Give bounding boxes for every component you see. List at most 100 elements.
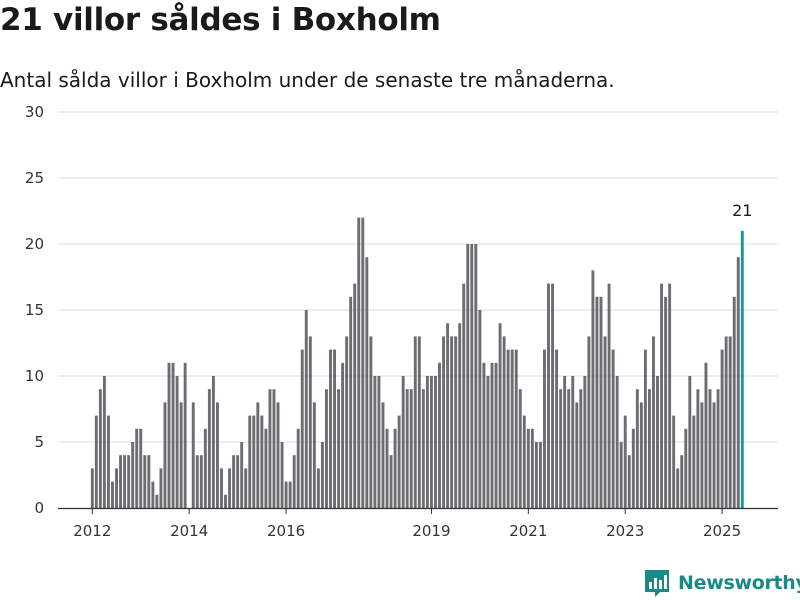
y-tick-label: 30 <box>25 103 44 121</box>
bar <box>700 402 704 508</box>
bar <box>316 468 320 508</box>
bar <box>159 468 163 508</box>
bar <box>345 336 349 508</box>
bar <box>389 455 393 508</box>
bar <box>591 270 595 508</box>
bar <box>647 389 651 508</box>
bar <box>312 402 316 508</box>
bar <box>724 336 728 508</box>
bar <box>111 481 114 508</box>
bar <box>163 402 167 508</box>
bar <box>526 428 530 508</box>
bar <box>417 336 421 508</box>
y-tick-label: 20 <box>25 235 44 253</box>
y-tick-label: 15 <box>25 301 44 319</box>
bar <box>728 336 732 508</box>
bar <box>256 402 260 508</box>
bar <box>627 455 631 508</box>
y-tick-label: 10 <box>25 367 44 385</box>
bar <box>369 336 373 508</box>
bar <box>619 442 623 508</box>
bar <box>547 283 550 508</box>
bar <box>615 376 619 508</box>
bar <box>470 244 474 508</box>
bar <box>498 323 502 508</box>
bar <box>147 455 151 508</box>
bar <box>490 362 494 508</box>
bar <box>438 362 441 508</box>
bar <box>333 349 336 508</box>
bar <box>643 349 647 508</box>
bar <box>264 428 268 508</box>
chart-title: 21 villor såldes i Boxholm <box>0 2 441 38</box>
brand-logo[interactable]: Newsworthy <box>644 568 800 598</box>
bar <box>708 389 712 508</box>
bar <box>434 376 437 508</box>
bar <box>631 428 635 508</box>
bar <box>151 481 155 508</box>
x-tick-label: 2025 <box>703 522 741 540</box>
bar <box>595 296 599 508</box>
bar <box>365 257 369 508</box>
bar <box>102 376 106 508</box>
bar <box>349 296 353 508</box>
bar <box>494 362 498 508</box>
bar <box>385 428 389 508</box>
bar <box>575 402 579 508</box>
bar <box>183 362 187 508</box>
bar <box>276 402 280 508</box>
x-tick-label: 2019 <box>412 522 450 540</box>
bar <box>155 494 159 508</box>
bar <box>123 455 127 508</box>
bar <box>337 389 341 508</box>
bar <box>409 389 413 508</box>
bar <box>296 428 300 508</box>
bar <box>555 349 559 508</box>
bar <box>518 389 522 508</box>
bar <box>421 389 425 508</box>
bar <box>732 296 736 508</box>
bar <box>506 349 510 508</box>
bar <box>216 402 219 508</box>
bar <box>559 389 563 508</box>
x-tick-label: 2021 <box>509 522 547 540</box>
bar <box>381 402 385 508</box>
bar <box>514 349 518 508</box>
bar <box>405 389 409 508</box>
bar <box>538 442 542 508</box>
bar <box>320 442 324 508</box>
bar <box>300 349 304 508</box>
bar <box>393 428 397 508</box>
bar <box>639 402 643 508</box>
bar <box>377 376 381 508</box>
bar <box>131 442 135 508</box>
bar <box>551 283 555 508</box>
bar <box>454 336 458 508</box>
bar <box>211 376 215 508</box>
bar <box>107 415 110 508</box>
bar <box>248 415 252 508</box>
bar <box>635 389 639 508</box>
bar <box>373 376 377 508</box>
bar-highlight <box>740 230 744 509</box>
newsworthy-logo-icon <box>645 570 669 597</box>
bar <box>260 415 264 508</box>
bar <box>199 455 203 508</box>
x-tick-label: 2016 <box>267 522 305 540</box>
bar <box>236 455 240 508</box>
bar <box>195 455 199 508</box>
value-annotation: 21 <box>732 201 752 220</box>
bar <box>450 336 454 508</box>
bar <box>139 428 143 508</box>
bar <box>203 428 207 508</box>
bar <box>696 389 700 508</box>
bar <box>680 455 684 508</box>
bar <box>341 362 345 508</box>
bar <box>534 442 538 508</box>
brand-name: Newsworthy <box>678 572 800 594</box>
bar <box>692 415 696 508</box>
bar <box>191 402 195 508</box>
bar <box>567 389 571 508</box>
x-tick-label: 2014 <box>170 522 208 540</box>
